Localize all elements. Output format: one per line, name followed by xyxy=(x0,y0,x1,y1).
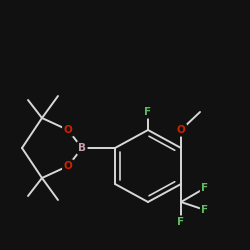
Text: F: F xyxy=(202,183,208,193)
Text: F: F xyxy=(144,107,152,117)
Text: O: O xyxy=(64,161,72,171)
Text: O: O xyxy=(64,125,72,135)
Text: B: B xyxy=(78,143,86,153)
Text: F: F xyxy=(178,217,184,227)
Text: F: F xyxy=(202,205,208,215)
Text: O: O xyxy=(176,125,186,135)
